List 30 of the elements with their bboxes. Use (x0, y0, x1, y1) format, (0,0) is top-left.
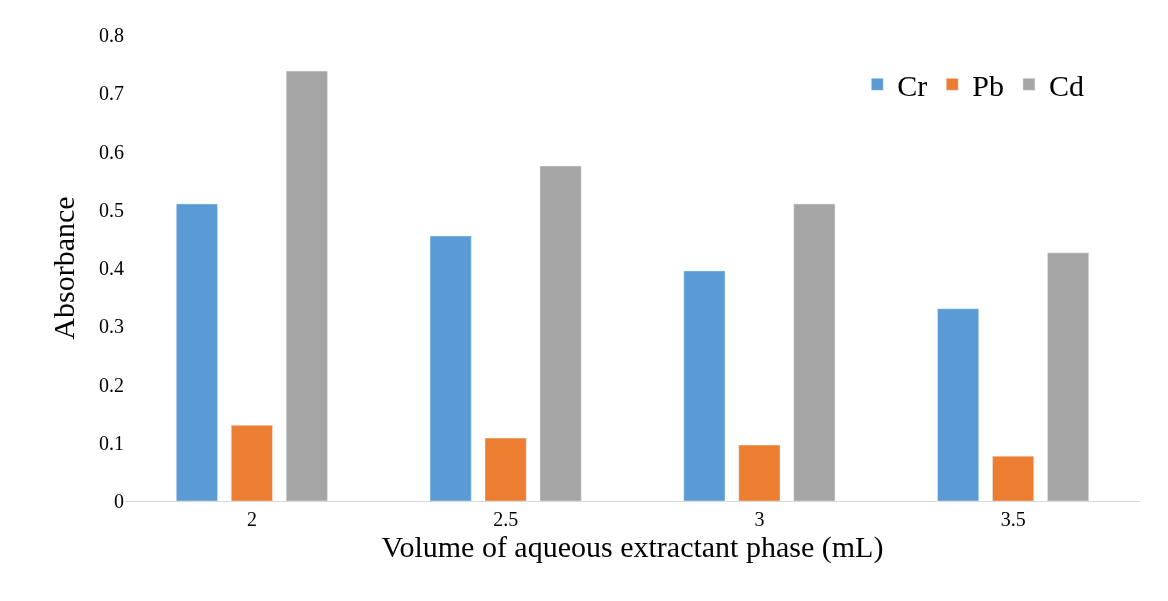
y-tick-label: 0.6 (99, 140, 124, 163)
bar (992, 455, 1034, 501)
legend-label: Cd (1048, 69, 1084, 102)
bar (176, 203, 218, 501)
bar (1047, 252, 1089, 501)
bar (683, 270, 726, 501)
y-tick-label: 0.2 (99, 373, 124, 396)
y-tick-label: 0.3 (99, 315, 124, 338)
x-axis-title: Volume of aqueous extractant phase (mL) (381, 530, 884, 564)
bar (539, 165, 582, 501)
bar (738, 444, 781, 501)
legend-label: Cr (897, 69, 928, 102)
bar (484, 437, 527, 501)
y-tick-label: 0.4 (99, 257, 124, 279)
bar (937, 308, 980, 501)
legend-label: Pb (972, 69, 1004, 102)
y-tick-label: 0.1 (99, 431, 124, 454)
bar (429, 235, 472, 501)
bar (793, 203, 836, 501)
x-tick-label: 2 (246, 508, 257, 530)
y-tick-label: 0.8 (99, 24, 124, 46)
bar (231, 425, 273, 501)
x-tick-label: 2.5 (493, 508, 519, 530)
x-tick-label: 3.5 (1000, 508, 1026, 530)
text: 0 (114, 490, 124, 512)
bar (285, 70, 328, 501)
x-tick-label: 3 (754, 508, 765, 530)
y-tick-label: 0.5 (99, 198, 124, 221)
y-axis-title: Absorbance (47, 196, 80, 340)
y-tick-label: 0.7 (99, 82, 124, 105)
